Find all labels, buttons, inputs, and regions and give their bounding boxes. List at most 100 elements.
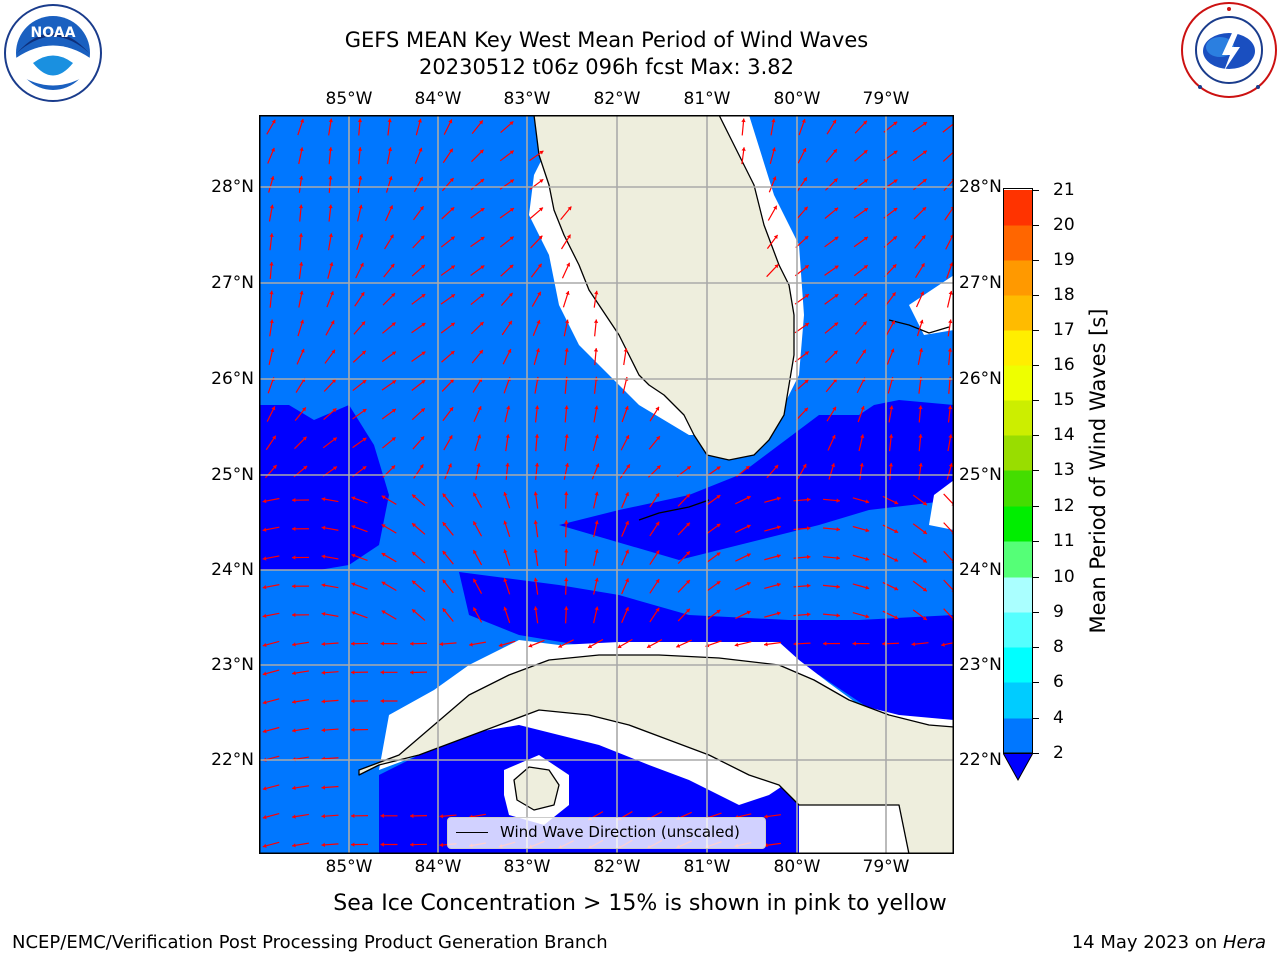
direction-arrow [853,207,869,219]
direction-arrow [380,641,398,646]
direction-arrow [617,638,633,649]
direction-arrow [529,150,544,162]
direction-arrow [946,290,953,308]
colorbar-tick-mark [1033,365,1039,366]
direction-arrow [529,207,544,220]
direction-arrow [269,261,274,280]
direction-arrow [441,350,455,363]
direction-arrow [409,842,428,847]
colorbar-tick-label: 18 [1053,285,1075,305]
direction-arrow [353,321,366,335]
lat-tick-label: 22°N [959,750,1002,770]
direction-arrow [947,434,953,452]
direction-arrow [380,698,398,704]
direction-arrow [915,291,925,308]
bahamas-fragment [888,319,950,334]
direction-arrow [471,119,484,135]
direction-arrow [795,235,809,248]
colorbar-tick-mark [1033,470,1039,471]
direction-arrow [442,579,454,594]
direction-arrow [912,551,928,564]
direction-arrow [854,321,868,335]
sea-ice-note: Sea Ice Concentration > 15% is shown in … [333,891,947,916]
colorbar-segment [1003,470,1033,507]
lat-tick-label: 24°N [959,560,1002,580]
map-canvas [259,114,958,855]
direction-arrow [623,348,628,366]
lon-tick-label: 82°W [593,857,641,877]
direction-arrow [824,207,839,219]
direction-arrow [321,842,339,848]
direction-arrow [946,463,953,480]
direction-arrow [918,405,923,423]
direction-arrow [413,176,424,193]
direction-arrow [475,462,481,480]
colorbar-tick-mark [1033,753,1039,754]
colorbar-tick-label: 8 [1053,637,1064,657]
direction-arrow [380,670,398,675]
direction-arrow [888,405,894,423]
lon-tick-label: 84°W [414,89,462,109]
direction-arrow [350,813,369,819]
colorbar-tick-label: 11 [1053,531,1075,551]
direction-arrow [472,549,483,566]
direction-arrow [534,462,540,480]
direction-arrow [741,147,746,165]
direction-arrow [649,550,660,565]
direction-arrow [350,698,369,704]
direction-arrow [262,669,280,676]
direction-arrow [297,118,305,136]
direction-arrow [380,842,398,847]
colorbar-tick-label: 15 [1053,390,1075,410]
colorbar-tick-mark [1033,718,1039,719]
direction-arrow [443,119,453,135]
footer-date: 14 May 2023 on [1071,932,1223,953]
direction-arrow [677,522,691,536]
direction-arrow [852,612,870,619]
direction-arrow [947,405,953,423]
lat-tick-label: 22°N [211,750,254,770]
direction-arrow [620,434,630,451]
direction-arrow [593,520,599,538]
direction-arrow [764,582,781,590]
colorbar-segment [1003,225,1033,261]
colorbar-tick-label: 17 [1053,320,1075,340]
direction-arrow [268,348,275,366]
direction-arrow [321,641,339,647]
direction-arrow [444,463,452,480]
colorbar-tick-label: 6 [1053,672,1064,692]
colorbar-segment [1003,330,1033,366]
chart-title: GEFS MEAN Key West Mean Period of Wind W… [344,28,869,52]
colorbar-tick-label: 12 [1053,496,1075,516]
direction-arrow [381,408,397,420]
direction-arrow [381,351,397,363]
direction-arrow [350,842,369,847]
colorbar-tick-mark [1033,506,1039,507]
direction-arrow [268,204,275,222]
direction-arrow [797,463,807,480]
direction-arrow [292,670,309,676]
direction-arrow [294,406,307,422]
direction-arrow [824,236,839,248]
direction-arrow [357,118,363,136]
direction-arrow [822,641,841,646]
direction-arrow [500,264,514,277]
direction-arrow [857,405,865,423]
direction-arrow [912,609,928,621]
legend-label: Wind Wave Direction (unscaled) [500,823,740,841]
direction-arrow [560,234,572,250]
direction-arrow [499,236,515,248]
lon-tick-label: 82°W [593,89,641,109]
direction-arrow [769,147,776,165]
colorbar-tick-mark [1033,541,1039,542]
colorbar-tick-label: 4 [1053,708,1064,728]
direction-arrow [913,206,927,220]
direction-arrow [472,521,483,537]
colorbar-tick-mark [1033,682,1039,683]
svg-text:NOAA: NOAA [31,25,76,41]
direction-arrow [741,118,746,136]
direction-arrow [828,463,836,480]
direction-arrow [677,608,691,622]
direction-arrow [266,119,276,135]
direction-arrow [297,319,305,337]
